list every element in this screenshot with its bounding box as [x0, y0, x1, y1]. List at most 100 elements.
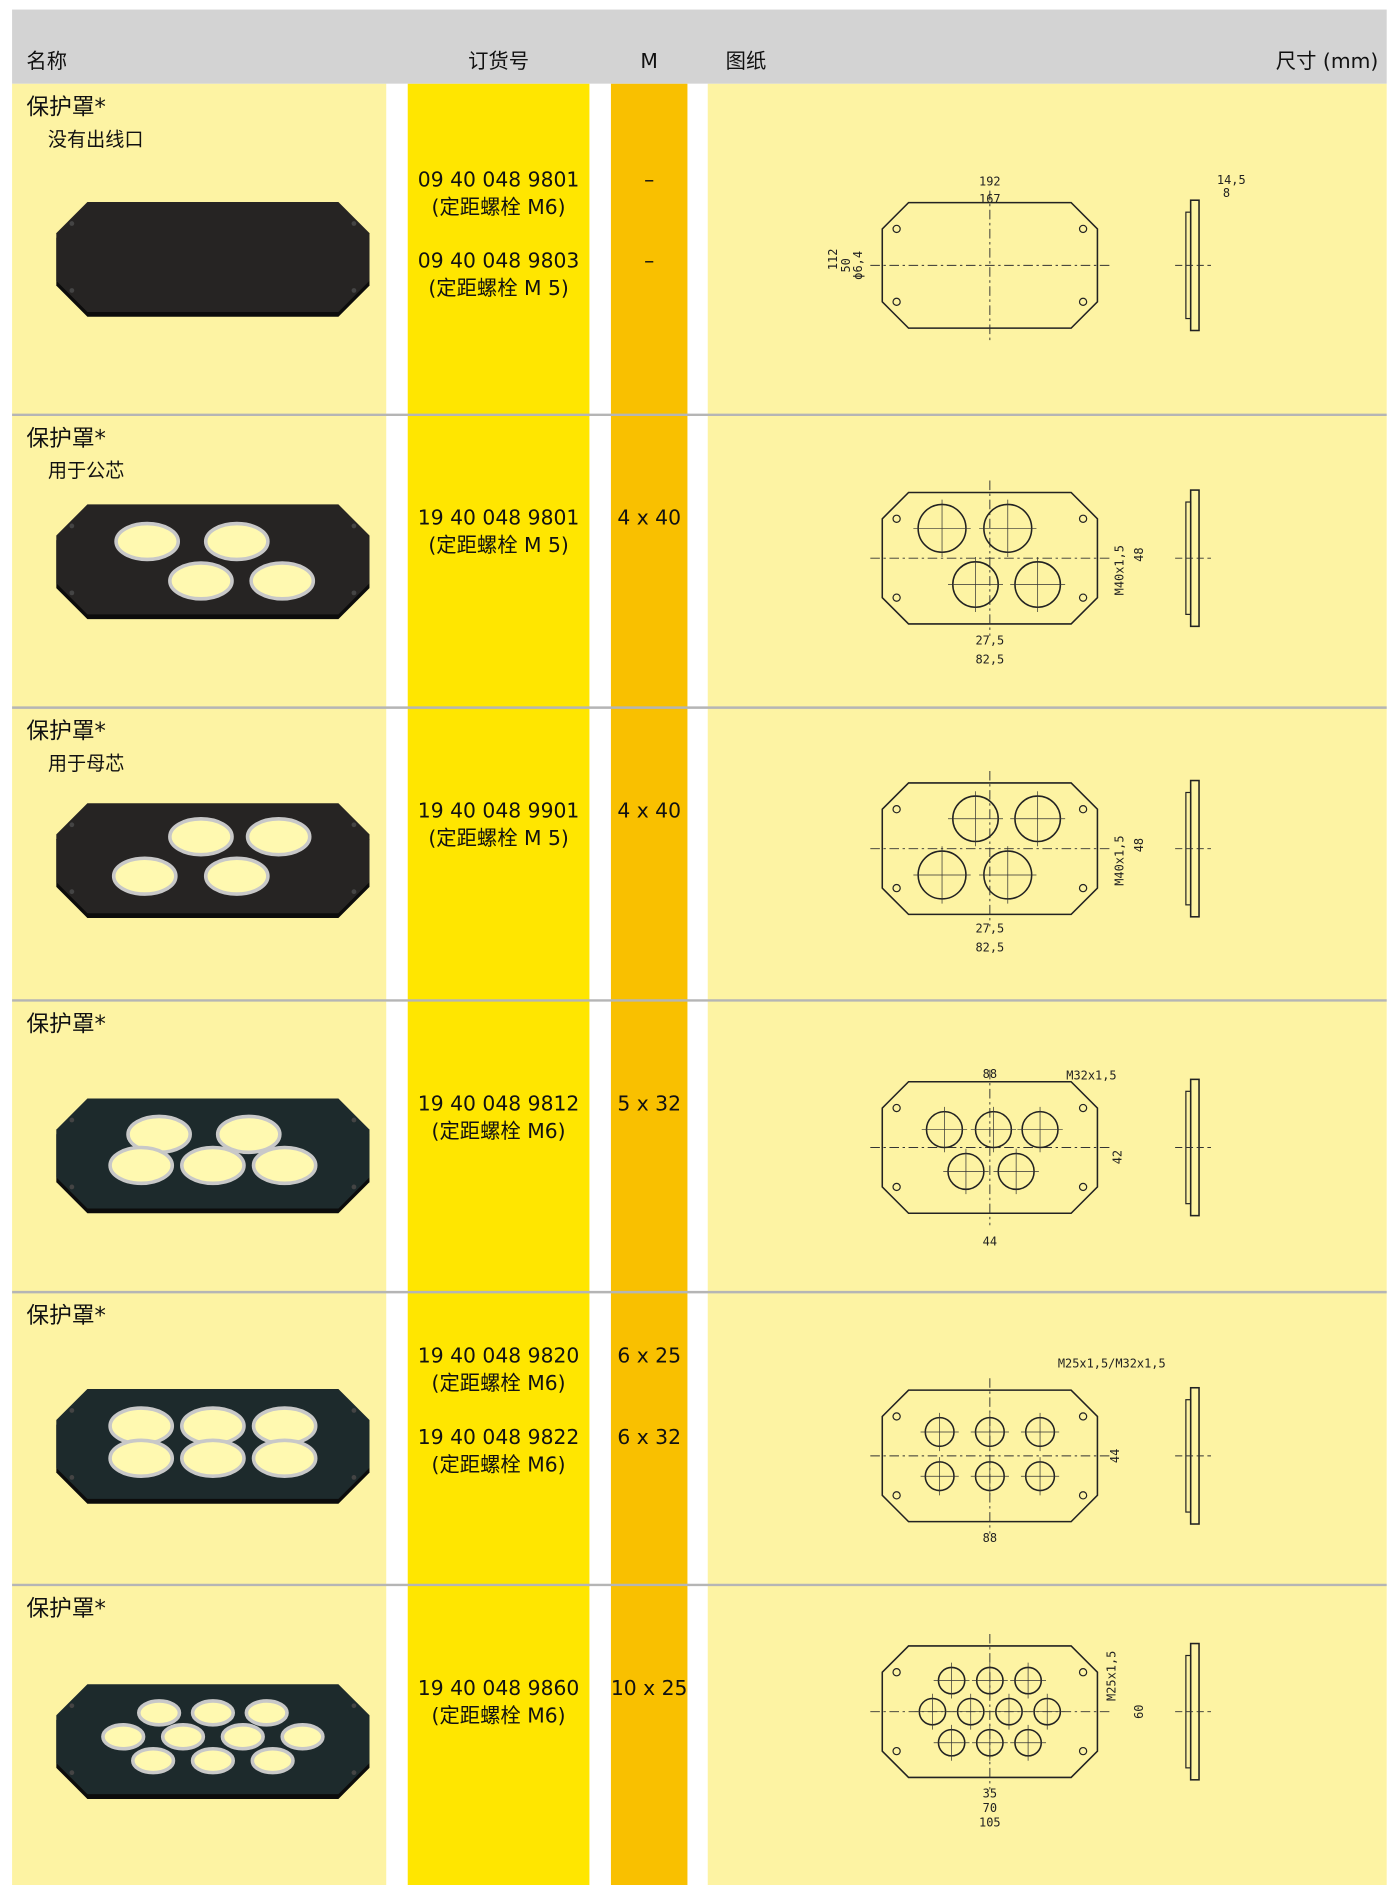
drawing-screw: [892, 224, 901, 234]
product-title: 保护罩*: [26, 1303, 105, 1329]
hole-cross: [970, 1457, 1009, 1496]
order-number: 19 40 048 9801: [418, 506, 580, 530]
hole-cross: [1010, 1662, 1047, 1699]
drawing-outline: [881, 491, 1099, 625]
dimension-label: 112: [826, 249, 840, 271]
hole-cross: [914, 1693, 951, 1730]
hole-cross: [920, 1457, 959, 1496]
hole-cross: [943, 1148, 989, 1195]
plate-screw: [69, 221, 75, 226]
plate-hole: [180, 1145, 246, 1186]
hole-cross: [933, 1724, 970, 1761]
plate-screw: [351, 1117, 357, 1123]
dimension-label: 82,5: [975, 652, 1004, 666]
hole-cross: [948, 791, 1003, 847]
order-note: (定距螺栓 M6): [432, 1119, 566, 1143]
plate-screw: [351, 590, 357, 596]
hole-cross: [948, 557, 1003, 612]
plate-hole: [251, 1145, 318, 1186]
order-note: (定距螺栓 M6): [432, 195, 566, 219]
dimension-label: 27,5: [975, 921, 1004, 935]
m-column: [610, 83, 688, 1885]
product-title: 保护罩*: [26, 1596, 105, 1622]
order-note: (定距螺栓 M 5): [428, 276, 568, 300]
dimension-label: 42: [1110, 1150, 1124, 1164]
product-title: 保护罩*: [26, 426, 105, 452]
dimension-label: 44: [1108, 1449, 1122, 1463]
order-number: 19 40 048 9812: [418, 1091, 580, 1115]
product-subtitle: 用于母芯: [48, 752, 124, 775]
drawing-outline: [881, 782, 1099, 916]
order-column: [407, 83, 590, 1885]
product-title: 保护罩*: [26, 719, 105, 745]
drawing-screw: [1078, 593, 1088, 602]
dimension-label: M25x1,5: [1104, 1651, 1118, 1701]
hole-cross: [1017, 1106, 1063, 1153]
dimension-label: 8: [1223, 186, 1230, 200]
drawing-screw: [1078, 805, 1088, 814]
hole-cross: [1020, 1457, 1060, 1496]
drawing-screw: [892, 1491, 901, 1500]
hole-cross: [1010, 791, 1066, 847]
drawing-screw: [892, 1746, 901, 1756]
plate-hole: [245, 816, 312, 857]
hole-cross: [979, 846, 1037, 904]
product-subtitle: 用于公芯: [48, 459, 124, 482]
plate-hole: [244, 1699, 289, 1727]
dimension-label: 48: [1132, 547, 1146, 561]
plate-screw: [351, 1184, 357, 1190]
dimension-label: 48: [1132, 838, 1146, 852]
dimension-label: M32x1,5: [1066, 1068, 1116, 1082]
hole-cross: [993, 1148, 1039, 1195]
order-note: (定距螺栓 M6): [432, 1371, 566, 1395]
plate-hole: [136, 1699, 182, 1727]
drawing-screw: [1078, 514, 1088, 523]
hole-cross: [970, 1106, 1017, 1153]
header-band: [12, 9, 1387, 84]
header-m: M: [640, 49, 658, 73]
m-size: 4 x 40: [617, 799, 681, 823]
dimension-label: M40x1,5: [1113, 545, 1127, 595]
hole-cross: [933, 1662, 970, 1699]
dimension-label: 50: [839, 258, 853, 272]
m-size: 4 x 40: [617, 506, 681, 530]
dimension-label: M40x1,5: [1113, 835, 1127, 885]
dimension-label: M25x1,5/M32x1,5: [1058, 1356, 1166, 1370]
m-size: –: [644, 167, 654, 191]
dimension-label: 60: [1132, 1704, 1146, 1718]
dimension-label: 82,5: [975, 940, 1004, 954]
drawing-screw: [892, 1668, 901, 1677]
hole-cross: [952, 1693, 989, 1730]
header-order: 订货号: [468, 49, 529, 73]
hole-cross: [1010, 1724, 1047, 1761]
plate-hole: [190, 1746, 236, 1775]
plate-screw: [69, 1184, 75, 1190]
plate-screw: [69, 1770, 75, 1776]
drawing-outline: [881, 201, 1099, 329]
hole-cross: [913, 846, 971, 904]
order-note: (定距螺栓 M6): [432, 1703, 566, 1727]
plate-screw: [351, 1770, 357, 1776]
dimension-label: 167: [979, 192, 1001, 206]
plate-screw: [69, 822, 75, 828]
drawing-screw: [892, 1182, 901, 1192]
dimension-label: 88: [983, 1531, 997, 1545]
header-drawing: 图纸: [726, 49, 767, 73]
plate-hole: [180, 1438, 246, 1478]
drawing-outline: [881, 1080, 1099, 1215]
hole-cross: [921, 1106, 968, 1153]
product-subtitle: 没有出线口: [48, 128, 144, 151]
order-number: 19 40 048 9860: [418, 1676, 580, 1700]
order-note: (定距螺栓 M 5): [428, 826, 568, 850]
order-note: (定距螺栓 M6): [432, 1452, 566, 1476]
hole-cross: [970, 1412, 1009, 1452]
order-number: 09 40 048 9801: [418, 167, 580, 191]
hole-cross: [971, 1724, 1008, 1761]
dimension-label: 88: [983, 1067, 997, 1081]
plate-hole: [168, 561, 234, 601]
dimension-label: ϕ6,4: [851, 251, 865, 280]
order-number: 19 40 048 9901: [418, 799, 580, 823]
plate-screw: [69, 590, 75, 596]
plate-hole: [108, 1438, 175, 1478]
